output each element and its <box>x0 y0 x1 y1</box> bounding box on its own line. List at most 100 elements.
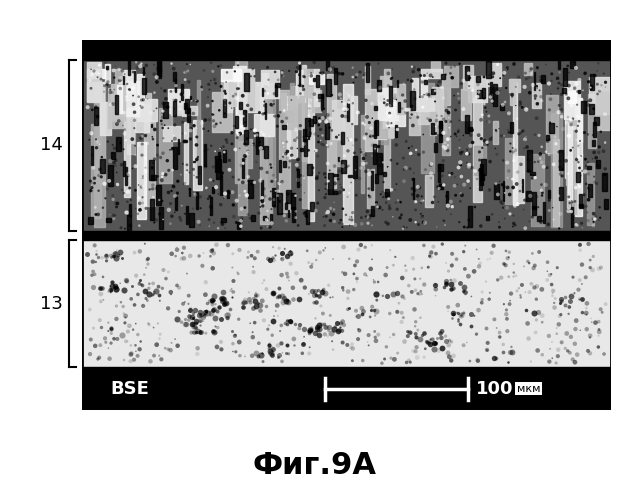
Point <box>526 65 536 73</box>
Point <box>600 300 610 308</box>
Point <box>442 205 452 213</box>
Point <box>580 128 590 136</box>
Point <box>163 345 173 353</box>
Point <box>455 161 466 169</box>
Point <box>427 160 437 168</box>
Point <box>289 295 299 303</box>
Point <box>200 312 210 320</box>
Bar <box>474 146 486 175</box>
Point <box>377 156 387 164</box>
Point <box>321 118 331 126</box>
Point <box>401 358 411 366</box>
Point <box>167 250 177 258</box>
Bar <box>398 102 401 112</box>
Point <box>404 106 414 114</box>
Point <box>349 270 359 278</box>
Point <box>185 60 195 68</box>
Bar <box>527 150 532 172</box>
Point <box>122 277 132 285</box>
Point <box>248 328 258 336</box>
Point <box>266 350 276 358</box>
Point <box>216 144 226 152</box>
Point <box>419 280 429 288</box>
Point <box>267 331 277 339</box>
Point <box>115 84 125 92</box>
Point <box>338 318 348 326</box>
Point <box>445 171 455 179</box>
Point <box>103 138 113 145</box>
Point <box>220 101 231 109</box>
Point <box>190 190 200 198</box>
Point <box>537 97 547 105</box>
Point <box>131 58 141 66</box>
Point <box>432 116 442 124</box>
Point <box>228 288 238 296</box>
Point <box>286 318 296 326</box>
Point <box>299 140 309 148</box>
Point <box>588 266 598 274</box>
Bar <box>596 160 600 168</box>
Point <box>487 133 497 141</box>
Point <box>328 255 338 263</box>
Point <box>274 352 284 360</box>
Bar <box>341 132 344 144</box>
Point <box>527 250 537 258</box>
Point <box>357 220 367 228</box>
Point <box>207 298 217 306</box>
Point <box>272 122 282 130</box>
Point <box>223 241 233 249</box>
Point <box>147 133 158 141</box>
Bar <box>384 118 394 137</box>
Point <box>263 82 273 90</box>
Point <box>112 282 122 290</box>
Point <box>556 310 566 318</box>
Bar <box>216 160 220 179</box>
Point <box>100 334 110 342</box>
Point <box>475 260 485 268</box>
Point <box>248 333 258 341</box>
Point <box>494 124 504 132</box>
Point <box>401 108 411 116</box>
Point <box>564 82 574 90</box>
Point <box>112 168 122 176</box>
Point <box>526 280 536 288</box>
Point <box>437 84 447 92</box>
Bar <box>532 206 536 214</box>
Point <box>315 69 325 77</box>
Point <box>405 165 415 173</box>
Point <box>246 126 256 134</box>
Point <box>508 212 518 220</box>
Point <box>268 256 278 264</box>
Bar <box>431 123 434 134</box>
Point <box>536 76 546 84</box>
Point <box>517 281 527 289</box>
Point <box>364 118 374 126</box>
Point <box>502 204 512 212</box>
Point <box>477 296 487 304</box>
Point <box>282 138 292 146</box>
Point <box>217 296 227 304</box>
Point <box>221 299 231 307</box>
Point <box>176 202 186 209</box>
Point <box>179 91 189 99</box>
Point <box>191 96 201 104</box>
Point <box>331 68 341 76</box>
Point <box>290 207 300 215</box>
Bar <box>562 88 566 93</box>
Point <box>219 300 229 308</box>
Point <box>360 158 370 166</box>
Point <box>464 74 474 82</box>
Point <box>270 112 280 120</box>
Point <box>392 206 402 214</box>
Point <box>365 193 375 201</box>
Point <box>493 192 503 200</box>
Point <box>318 212 328 220</box>
Point <box>257 194 267 202</box>
Point <box>411 330 421 338</box>
Point <box>593 60 604 68</box>
Point <box>583 98 593 106</box>
Point <box>235 352 245 360</box>
Point <box>356 148 366 156</box>
Point <box>169 132 179 140</box>
Point <box>481 324 491 332</box>
